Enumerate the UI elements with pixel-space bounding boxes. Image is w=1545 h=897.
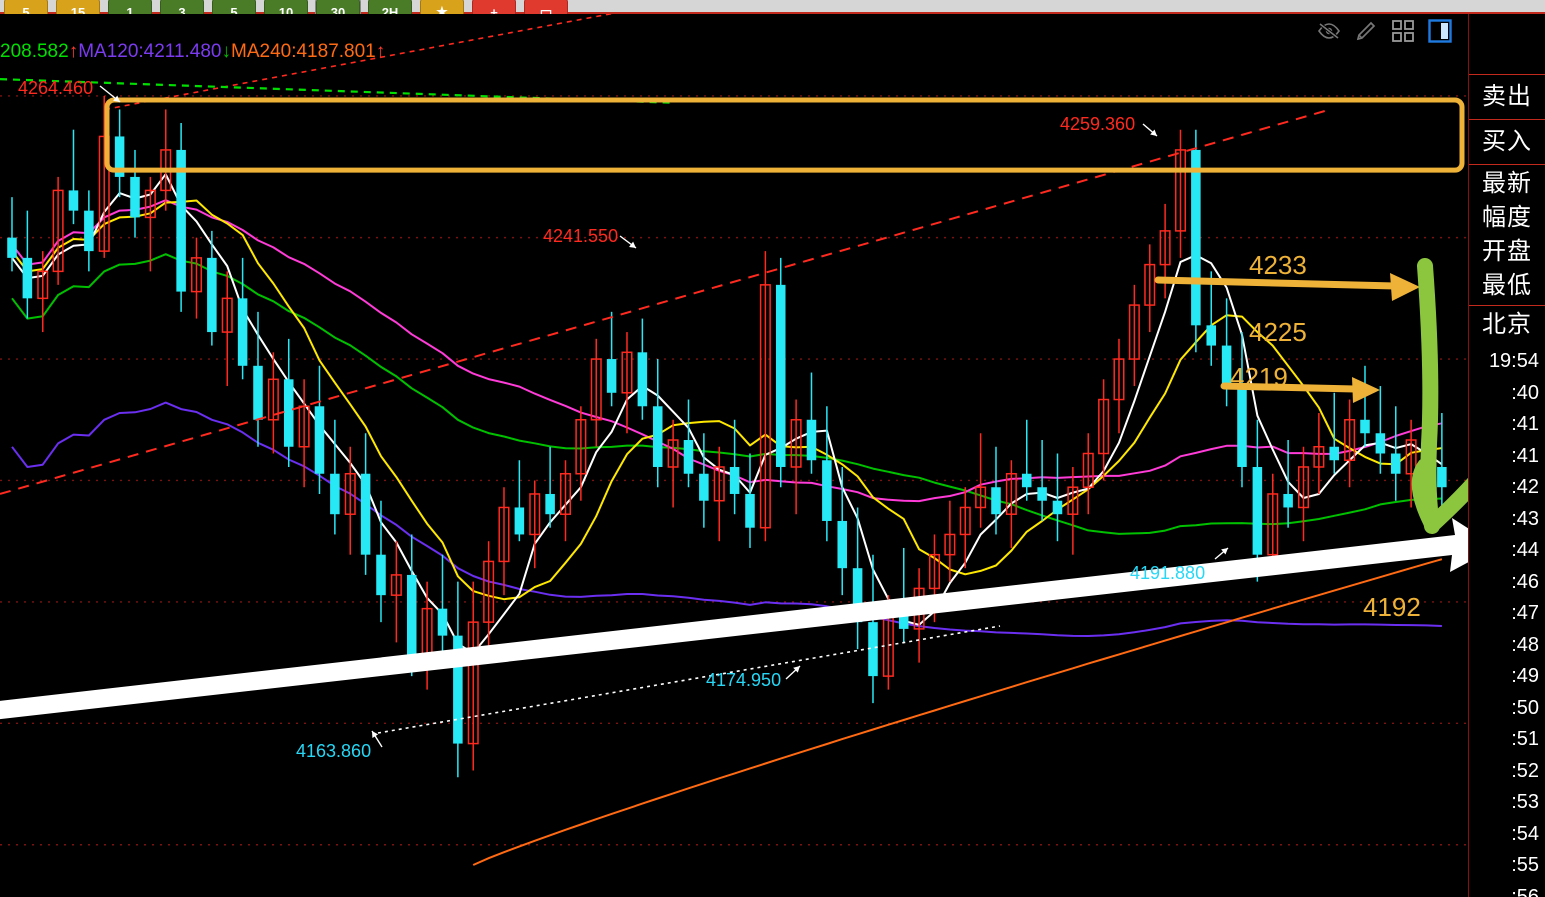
divider [1469,305,1545,306]
time-row[interactable]: :41 [1511,413,1539,435]
time-row[interactable]: :51 [1511,728,1539,750]
annotation-4233: 4233 [1249,250,1307,280]
legend-value: 208.582 [0,41,69,62]
grid-icon[interactable] [1390,18,1416,44]
eye-off-icon[interactable] [1316,18,1342,44]
divider [1469,74,1545,75]
annotation-4192: 4192 [1363,592,1421,622]
time-row[interactable]: :54 [1511,822,1539,845]
buy-label[interactable]: 买入 [1482,128,1532,155]
pencil-icon[interactable] [1353,18,1379,44]
time-row[interactable]: :52 [1511,759,1539,782]
time-row[interactable]: :43 [1511,507,1539,530]
time-row[interactable]: :56 [1511,885,1539,897]
stat-latest: 最新 [1482,170,1532,197]
stat-open: 开盘 [1482,238,1532,265]
side-blank [1469,14,1545,74]
time-list[interactable]: 19:54 :40 :41 :41 :42 :43 :44 :46 :47 :48 :49 :50 :5… [1469,344,1545,897]
top-toolbar[interactable]: 5 15 1 3 5 10 30 2H ★ + ▭ [0,0,1545,27]
sell-label[interactable]: 卖出 [1482,83,1532,110]
legend-arrow-down: ↓ [221,41,232,62]
time-row[interactable]: :41 [1511,444,1539,467]
time-row[interactable]: :47 [1511,602,1539,624]
time-row[interactable]: :42 [1511,476,1539,498]
time-row[interactable]: :48 [1511,633,1539,656]
time-row[interactable]: :53 [1511,791,1539,813]
time-row[interactable]: :49 [1511,665,1539,687]
right-side-panel[interactable]: 卖出 买入 最新 幅度 开盘 最低 北京 19:54 :40 :41 :41 :42 :4… [1468,14,1545,897]
time-row[interactable]: 19:54 [1488,350,1539,372]
split-panel-icon[interactable] [1427,18,1453,44]
stats-stack: 最新 幅度 开盘 最低 [1469,165,1545,305]
legend-arrow-up-2: ↑ [375,41,386,62]
label-4264: 4264.460 [18,78,94,98]
divider [1469,164,1545,165]
time-row[interactable]: :55 [1511,854,1539,876]
annotation-4219: 4219 [1230,362,1288,392]
ma-legend: 208.582 ↑ MA120:4211.480 ↓ MA240:4187.80… [0,40,385,64]
label-4163: 4163.860 [296,741,372,761]
time-row[interactable]: :50 [1511,696,1539,719]
time-row[interactable]: :46 [1511,570,1539,593]
legend-ma120: MA120:4211.480 [78,41,222,62]
annotation-4225: 4225 [1249,317,1307,347]
label-4174: 4174.950 [706,670,782,690]
stat-range: 幅度 [1482,204,1532,231]
legend-ma240: MA240:4187.801 [231,41,376,62]
label-4191: 4191.880 [1130,563,1206,583]
chart-svg [0,14,1468,866]
label-4259: 4259.360 [1060,114,1136,134]
time-row[interactable]: :44 [1511,539,1539,561]
divider [1469,119,1545,120]
time-row[interactable]: :40 [1511,381,1539,404]
city-label: 北京 [1482,311,1532,338]
legend-arrow-up-1: ↑ [68,41,79,62]
view-icon-bar[interactable] [1316,18,1453,44]
chart-canvas[interactable]: 4264.460 4259.360 4241.550 4191.880 4174.950… [0,14,1468,897]
label-4241: 4241.550 [543,226,619,246]
stat-low: 最低 [1482,272,1532,299]
